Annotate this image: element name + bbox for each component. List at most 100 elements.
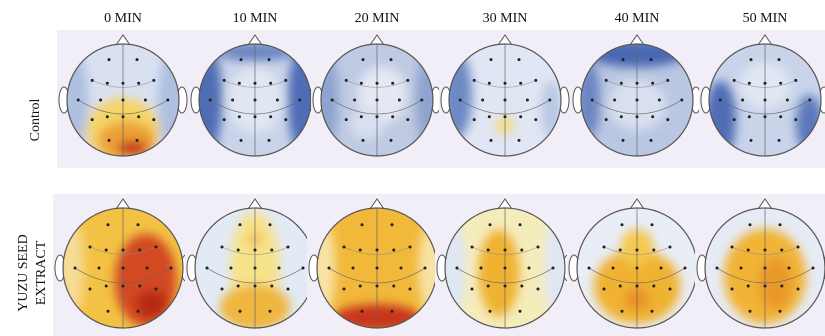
electrode: [298, 98, 302, 102]
arc-line: [471, 246, 539, 255]
nose: [369, 198, 385, 210]
electrode: [455, 266, 459, 270]
electrode: [121, 284, 125, 288]
electrode: [375, 98, 379, 102]
electrode: [635, 98, 639, 102]
electrode: [488, 309, 492, 313]
topomap: [311, 30, 443, 168]
electrode: [420, 98, 424, 102]
electrode: [238, 309, 242, 313]
electrode: [488, 223, 492, 227]
electrode: [635, 81, 639, 85]
electrode: [361, 138, 365, 142]
electrode: [620, 223, 624, 227]
electrode: [99, 98, 103, 102]
row-label: Control: [28, 99, 43, 142]
map-region: [117, 140, 149, 156]
electrode: [602, 245, 606, 249]
electrode: [205, 266, 209, 270]
electrode: [650, 309, 654, 313]
electrode: [342, 245, 346, 249]
electrode: [794, 78, 798, 82]
electrode: [286, 287, 290, 291]
electrode: [408, 245, 412, 249]
electrode: [668, 287, 672, 291]
topomap: [57, 30, 189, 168]
electrode: [358, 284, 362, 288]
electrode: [344, 78, 348, 82]
electrode: [519, 81, 523, 85]
arc-line: [328, 267, 426, 284]
electrode: [652, 284, 656, 288]
arc-line: [89, 246, 157, 255]
electrode: [359, 115, 363, 119]
map-region: [415, 51, 433, 149]
electrode: [587, 266, 591, 270]
electrode: [763, 81, 767, 85]
electrode: [239, 138, 243, 142]
electrode: [389, 58, 393, 62]
electrode: [406, 118, 410, 122]
electrode: [604, 118, 608, 122]
electrode: [268, 309, 272, 313]
electrode: [253, 81, 257, 85]
electrode: [253, 266, 257, 270]
electrode: [121, 248, 125, 252]
electrode: [301, 266, 305, 270]
electrode: [391, 115, 395, 119]
electrode: [73, 266, 77, 270]
electrode: [621, 58, 625, 62]
arc-line: [206, 267, 304, 284]
nose: [497, 198, 513, 210]
arc-line: [343, 246, 411, 255]
electrode: [778, 309, 782, 313]
arc-line: [474, 80, 536, 88]
arc-line: [731, 246, 799, 255]
map-region: [287, 44, 311, 156]
electrode: [651, 81, 655, 85]
electrode: [88, 287, 92, 291]
arc-line: [716, 267, 814, 284]
electrode: [390, 223, 394, 227]
topomap: [439, 30, 571, 168]
electrode: [652, 248, 656, 252]
electrode: [479, 266, 483, 270]
nose: [247, 34, 263, 46]
electrode: [746, 284, 750, 288]
electrode: [536, 245, 540, 249]
electrode: [154, 245, 158, 249]
electrode: [269, 115, 273, 119]
electrode: [229, 266, 233, 270]
electrode: [104, 248, 108, 252]
electrode: [253, 248, 257, 252]
electrode: [154, 287, 158, 291]
arc-line: [224, 80, 286, 88]
electrode: [487, 81, 491, 85]
electrode: [534, 118, 538, 122]
electrode: [780, 284, 784, 288]
electrode: [253, 98, 257, 102]
row-label: YUZU SEED: [16, 234, 31, 311]
nose: [369, 34, 385, 46]
arc-line: [210, 99, 300, 115]
electrode: [715, 266, 719, 270]
electrode: [208, 98, 212, 102]
electrode: [406, 78, 410, 82]
electrode: [486, 284, 490, 288]
electrode: [121, 98, 125, 102]
electrode: [777, 138, 781, 142]
electrode: [136, 223, 140, 227]
electrode: [808, 98, 812, 102]
electrode: [360, 309, 364, 313]
electrode: [481, 98, 485, 102]
arc-line: [346, 80, 408, 88]
column-label: 30 MIN: [483, 11, 528, 26]
electrode: [518, 309, 522, 313]
electrode: [763, 115, 767, 119]
arc-line: [720, 99, 810, 115]
electrode: [239, 58, 243, 62]
electrode: [408, 287, 412, 291]
electrode: [330, 98, 334, 102]
electrode: [353, 98, 357, 102]
topomap: [699, 30, 825, 168]
